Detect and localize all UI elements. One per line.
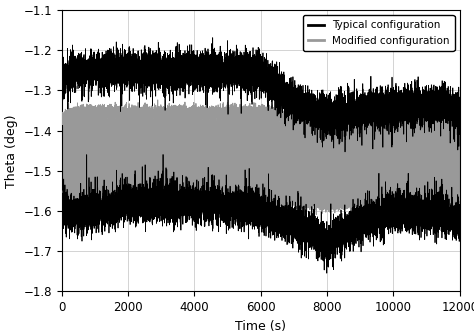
Y-axis label: Theta (deg): Theta (deg) [5,114,18,188]
Legend: Typical configuration, Modified configuration: Typical configuration, Modified configur… [303,15,455,51]
X-axis label: Time (s): Time (s) [235,320,286,333]
